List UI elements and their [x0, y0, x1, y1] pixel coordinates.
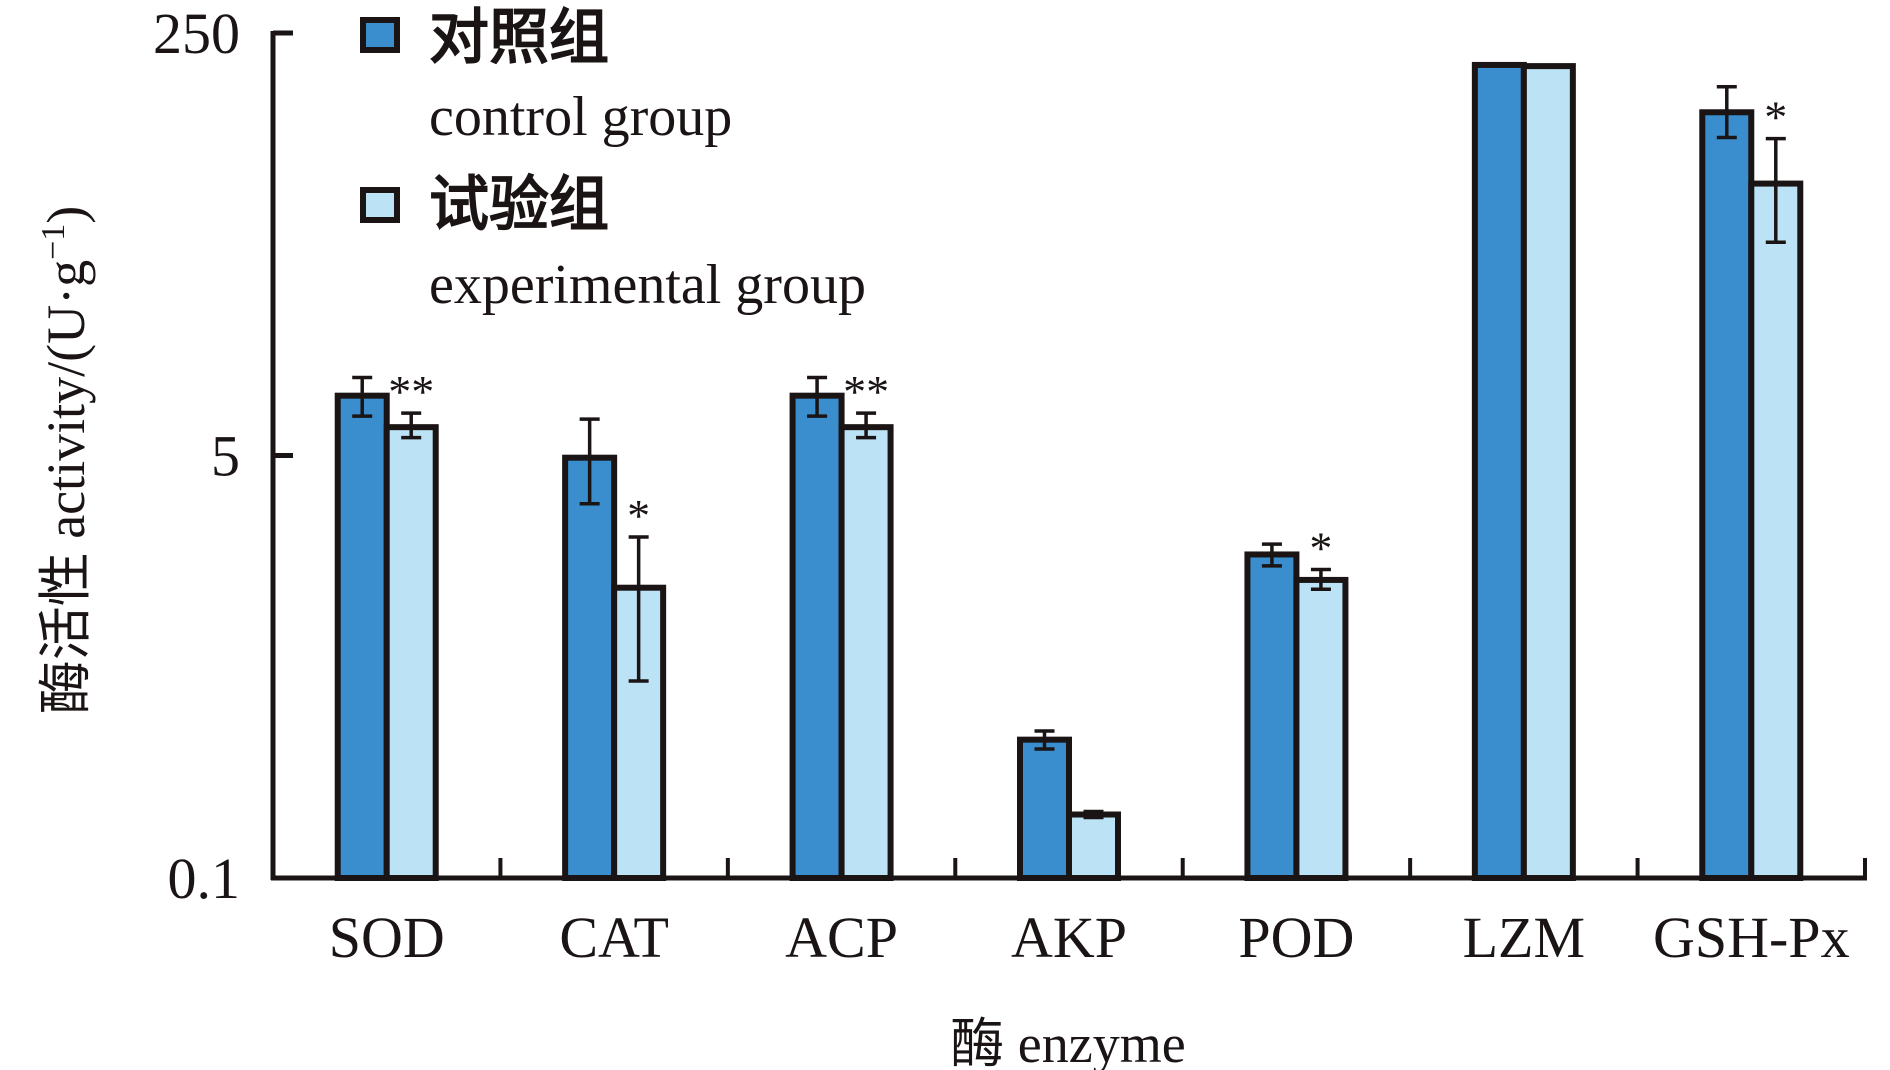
bar-experimental — [1066, 811, 1121, 881]
x-tick-label: POD — [1238, 905, 1354, 970]
x-tick-label: SOD — [329, 905, 445, 970]
y-axis-label-main: 酶活性 activity/(U·g — [36, 260, 96, 714]
bar-control — [1699, 109, 1755, 881]
significance-marker: * — [1764, 92, 1787, 143]
significance-marker: ** — [843, 366, 889, 417]
bar-control — [334, 392, 390, 881]
x-tick-label: LZM — [1463, 905, 1585, 970]
bar-experimental — [1748, 180, 1804, 881]
bar-control — [562, 454, 618, 881]
y-ticks-layer: 250 5 0.1 — [153, 1, 293, 911]
legend-label-experimental-zh: 试验组 — [429, 172, 609, 238]
legend-swatch-control — [360, 17, 400, 53]
bar-experimental — [1293, 576, 1349, 881]
y-axis-label-close: ) — [36, 206, 96, 224]
bar-experimental — [838, 424, 894, 881]
legend-swatch-experimental — [360, 187, 400, 223]
bar-experimental — [1520, 63, 1576, 881]
legend-label-control-en: control group — [429, 86, 732, 148]
y-tick-label: 5 — [211, 424, 240, 489]
y-tick-label: 250 — [153, 1, 240, 66]
significance-marker: * — [1309, 523, 1332, 574]
bar-experimental — [383, 424, 439, 881]
significance-marker: * — [627, 490, 650, 541]
x-axis-label: 酶 enzyme — [950, 1014, 1185, 1070]
legend-label-control-zh: 对照组 — [429, 5, 609, 71]
legend: 对照组 control group 试验组 experimental group — [360, 5, 866, 316]
y-tick-label: 0.1 — [168, 846, 241, 911]
legend-label-experimental-en: experimental group — [429, 254, 866, 316]
x-tick-label: GSH-Px — [1653, 905, 1850, 970]
bar-control — [789, 392, 845, 881]
bar-control — [1244, 551, 1300, 882]
x-tick-label: AKP — [1011, 905, 1127, 970]
bar-control — [1017, 736, 1072, 881]
x-tick-label: CAT — [559, 905, 669, 970]
x-ticks-layer: SOD CAT ACP AKP POD LZM GSH-Px — [329, 858, 1867, 970]
y-axis-label: 酶活性 activity/(U·g−1) — [35, 206, 96, 715]
significance-marker: ** — [388, 366, 434, 417]
y-axis-label-sup: −1 — [35, 224, 72, 260]
bars-layer: ******* — [334, 61, 1804, 882]
bar-control — [1471, 61, 1527, 881]
x-tick-label: ACP — [785, 905, 898, 970]
